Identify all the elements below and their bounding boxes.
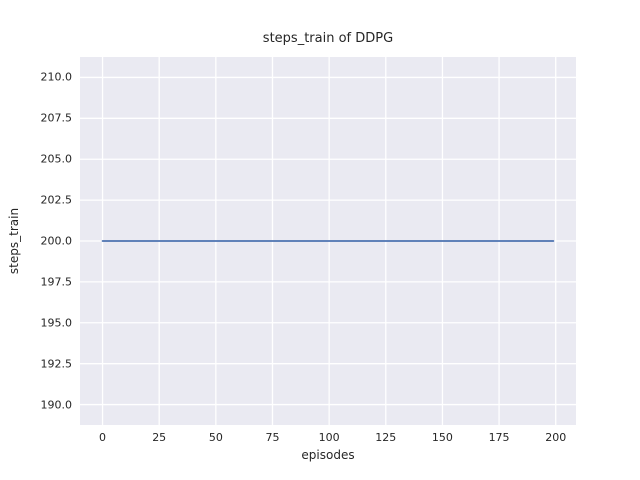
chart-canvas xyxy=(80,57,576,425)
y-tick-label: 195.0 xyxy=(40,316,73,330)
y-tick-label: 210.0 xyxy=(40,70,73,84)
y-tick-label: 197.5 xyxy=(40,275,73,289)
x-tick-label: 75 xyxy=(265,431,280,444)
y-tick-label: 190.0 xyxy=(40,398,73,412)
x-tick-label: 150 xyxy=(431,431,453,444)
x-tick-label: 25 xyxy=(152,431,167,444)
y-tick-label: 207.5 xyxy=(40,111,73,125)
y-tick-label: 202.5 xyxy=(40,193,73,207)
x-tick-label: 0 xyxy=(99,431,107,444)
y-tick-label: 192.5 xyxy=(40,357,73,371)
y-tick-label: 205.0 xyxy=(40,152,73,166)
y-axis-label: steps_train xyxy=(7,207,21,275)
x-tick-label: 50 xyxy=(208,431,223,444)
x-tick-label: 100 xyxy=(318,431,340,444)
x-tick-label: 200 xyxy=(545,431,567,444)
x-tick-label: 125 xyxy=(375,431,397,444)
chart-title: steps_train of DDPG xyxy=(262,31,394,46)
plot-area xyxy=(80,57,576,425)
x-tick-label: 175 xyxy=(488,431,510,444)
y-tick-label: 200.0 xyxy=(40,234,73,248)
x-axis-label: episodes xyxy=(301,448,355,462)
